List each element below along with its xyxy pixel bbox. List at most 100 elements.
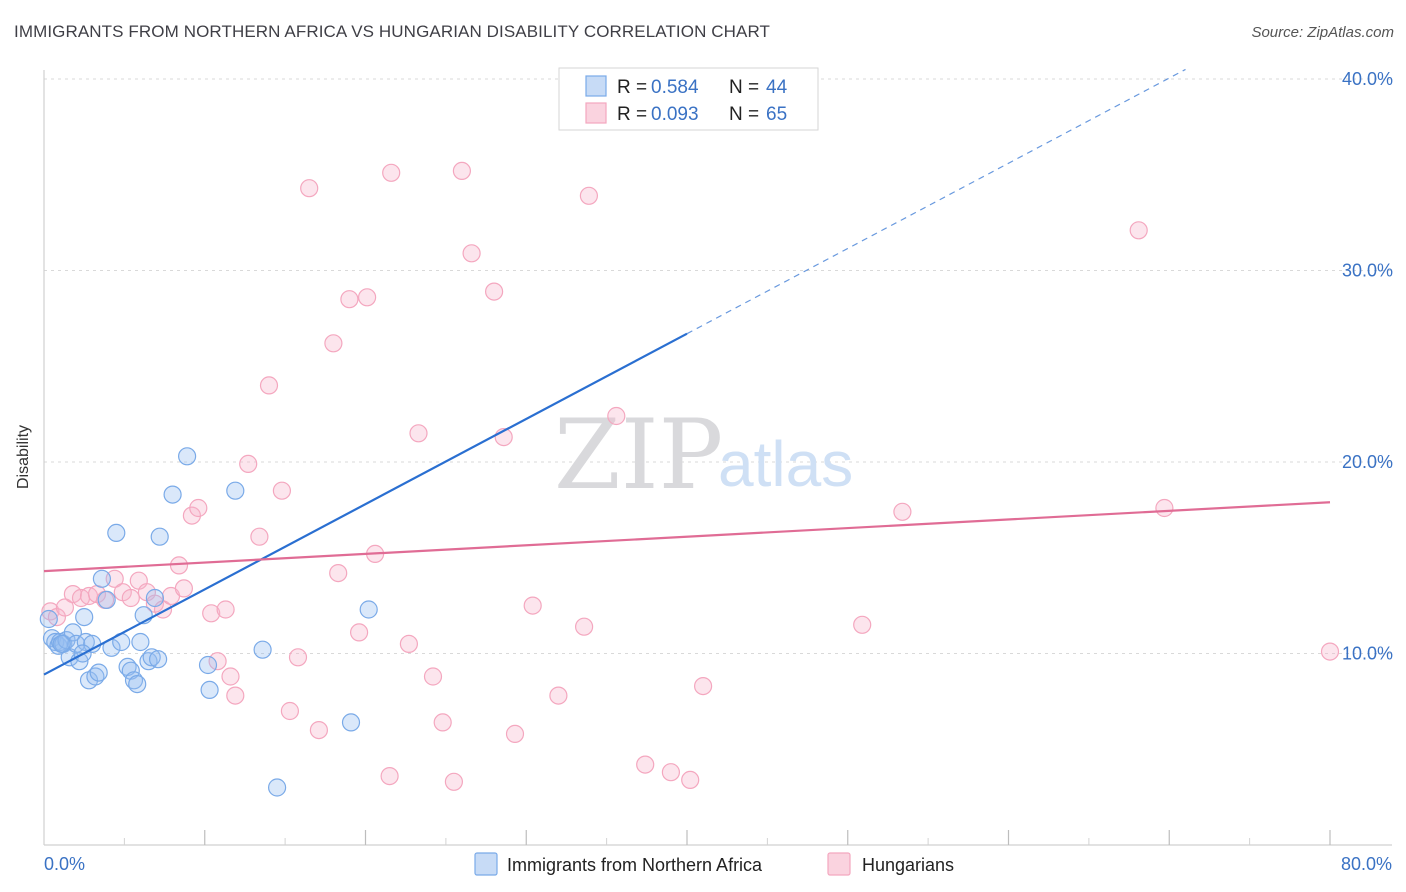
x-tick-label-max: 80.0% (1341, 854, 1392, 874)
legend-swatch-pink (585, 102, 607, 124)
point-immigrants-northern-africa (268, 778, 287, 797)
point-hungarians (1155, 498, 1174, 518)
point-hungarians (340, 290, 359, 309)
watermark: ZIP atlas (554, 399, 853, 511)
point-hungarians (121, 588, 140, 608)
axes (43, 70, 1392, 846)
point-immigrants-northern-africa (200, 680, 219, 700)
point-hungarians (324, 334, 343, 353)
y-axis-label: Disability (15, 425, 32, 489)
point-hungarians (309, 720, 328, 740)
point-hungarians (661, 763, 681, 782)
point-immigrants-northern-africa (107, 523, 126, 543)
point-immigrants-northern-africa (149, 650, 168, 669)
point-immigrants-northern-africa (145, 588, 164, 608)
trend-lines (43, 68, 1331, 676)
point-hungarians (636, 755, 655, 774)
point-hungarians (280, 701, 299, 721)
chart-source: Source: ZipAtlas.com (1251, 24, 1394, 41)
point-immigrants-northern-africa (150, 527, 169, 546)
series-legend-swatch-blue (474, 852, 498, 876)
correlation-legend: R = 0.584 N = 44 R = 0.093 N = 65 (558, 67, 819, 131)
point-immigrants-northern-africa (131, 632, 150, 652)
y-tick-label: 30.0% (1342, 261, 1393, 281)
data-points (39, 161, 1340, 797)
point-hungarians (452, 161, 471, 180)
point-hungarians (485, 282, 504, 301)
point-immigrants-northern-africa (198, 655, 218, 675)
legend-r-label-2: R = (617, 104, 647, 125)
point-hungarians (462, 244, 481, 263)
point-hungarians (208, 652, 227, 671)
trend-line-immigrants-northern-africa (43, 332, 688, 676)
point-hungarians (189, 498, 208, 518)
legend-r-label-1: R = (617, 77, 647, 98)
point-hungarians (105, 569, 124, 588)
legend-swatch-blue (585, 75, 607, 97)
point-hungarians (226, 686, 245, 705)
point-immigrants-northern-africa (128, 674, 147, 694)
point-hungarians (423, 667, 443, 686)
point-immigrants-northern-africa (39, 609, 58, 629)
series-legend: Immigrants from Northern Africa Hungaria… (474, 852, 954, 876)
point-hungarians (853, 615, 872, 634)
x-tick-label-min: 0.0% (44, 854, 85, 874)
point-immigrants-northern-africa (359, 600, 378, 619)
point-hungarians (358, 288, 377, 307)
point-immigrants-northern-africa (75, 607, 94, 627)
point-hungarians (288, 648, 308, 667)
point-hungarians (329, 563, 348, 583)
point-hungarians (399, 634, 418, 654)
point-immigrants-northern-africa (89, 663, 108, 682)
point-immigrants-northern-africa (97, 590, 116, 610)
point-hungarians (579, 186, 599, 205)
point-hungarians (272, 481, 291, 500)
point-hungarians (300, 179, 319, 198)
point-immigrants-northern-africa (76, 632, 95, 652)
legend-n-value-1: 44 (766, 77, 788, 98)
point-hungarians (182, 506, 201, 525)
y-tick-labels: 10.0% 20.0% 30.0% 40.0% (1342, 69, 1393, 664)
point-hungarians (523, 596, 542, 615)
legend-r-value-2: 0.093 (651, 104, 699, 125)
trend-line-hungarians (43, 501, 1331, 573)
point-immigrants-northern-africa (226, 481, 245, 500)
point-hungarians (55, 598, 75, 617)
point-hungarians (433, 713, 452, 732)
point-immigrants-northern-africa (253, 640, 272, 659)
point-immigrants-northern-africa (163, 485, 182, 504)
point-hungarians (549, 686, 568, 705)
point-hungarians (409, 424, 428, 443)
legend-n-label-1: N = (729, 77, 759, 98)
series-legend-swatch-pink (827, 852, 851, 876)
watermark-zip: ZIP (554, 399, 723, 511)
point-immigrants-northern-africa (63, 623, 83, 642)
point-hungarians (1320, 642, 1340, 661)
point-hungarians (221, 667, 240, 686)
point-immigrants-northern-africa (142, 648, 161, 667)
point-immigrants-northern-africa (92, 569, 112, 588)
x-axis-ticks (123, 830, 1331, 845)
y-tick-label: 40.0% (1342, 69, 1393, 89)
point-hungarians (505, 724, 525, 744)
legend-n-label-2: N = (729, 104, 759, 125)
point-hungarians (382, 163, 401, 182)
legend-r-value-1: 0.584 (651, 77, 699, 98)
point-hungarians (174, 579, 193, 598)
chart-title: IMMIGRANTS FROM NORTHERN AFRICA VS HUNGA… (14, 22, 771, 41)
y-tick-label: 20.0% (1342, 452, 1393, 472)
point-hungarians (202, 604, 221, 623)
point-immigrants-northern-africa (178, 447, 197, 466)
watermark-atlas: atlas (718, 428, 853, 500)
y-tick-label: 10.0% (1342, 644, 1393, 664)
point-hungarians (444, 772, 463, 791)
point-hungarians (239, 454, 258, 473)
point-hungarians (250, 527, 269, 546)
point-hungarians (681, 770, 700, 790)
point-hungarians (1129, 221, 1148, 240)
point-hungarians (693, 676, 713, 696)
legend-n-value-2: 65 (766, 104, 787, 125)
series-legend-label-1: Immigrants from Northern Africa (507, 855, 763, 875)
point-hungarians (350, 623, 369, 642)
